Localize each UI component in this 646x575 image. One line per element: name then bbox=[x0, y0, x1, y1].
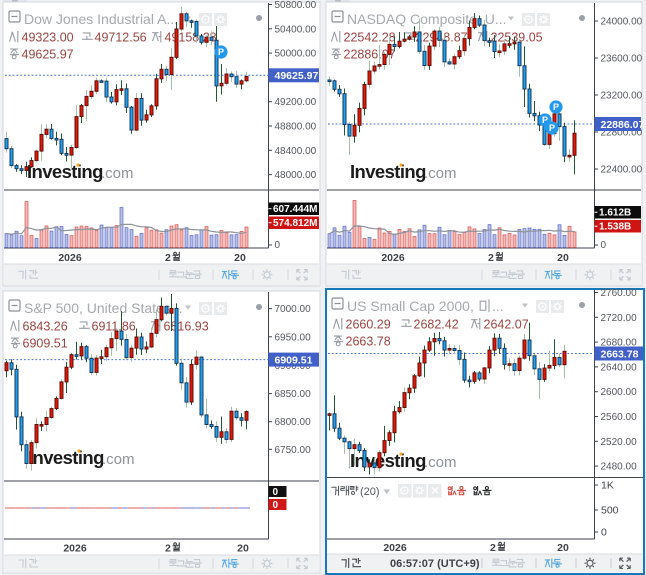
svg-text:0: 0 bbox=[601, 240, 607, 251]
svg-text:2720.00: 2720.00 bbox=[601, 313, 638, 324]
svg-text:2: 2 bbox=[488, 252, 494, 264]
svg-text:48000.00: 48000.00 bbox=[275, 170, 317, 181]
svg-text:49323.00: 49323.00 bbox=[22, 31, 74, 45]
svg-text:P: P bbox=[549, 123, 555, 133]
svg-text:49200.00: 49200.00 bbox=[275, 97, 317, 108]
svg-text:2026: 2026 bbox=[381, 252, 405, 264]
svg-text:22886.07: 22886.07 bbox=[601, 119, 645, 131]
svg-text:US Small Cap 2000,: US Small Cap 2000, bbox=[347, 298, 474, 314]
svg-text:6750.00: 6750.00 bbox=[275, 445, 312, 456]
svg-text:P: P bbox=[218, 47, 224, 57]
svg-text:20: 20 bbox=[557, 252, 569, 264]
svg-text:1K: 1K bbox=[601, 480, 614, 492]
svg-text:.com: .com bbox=[424, 454, 457, 471]
svg-text:1.612B: 1.612B bbox=[599, 208, 631, 219]
svg-text:2560.00: 2560.00 bbox=[601, 412, 638, 423]
svg-text:.com: .com bbox=[101, 165, 134, 182]
svg-text:2: 2 bbox=[165, 252, 171, 264]
svg-text:2026: 2026 bbox=[58, 252, 82, 264]
svg-text:20: 20 bbox=[237, 543, 249, 555]
svg-text:48400.00: 48400.00 bbox=[275, 146, 317, 157]
svg-text:0: 0 bbox=[275, 240, 281, 251]
svg-text:607.444M: 607.444M bbox=[273, 204, 317, 215]
svg-text:6843.26: 6843.26 bbox=[23, 320, 68, 334]
svg-text:500: 500 bbox=[601, 505, 619, 517]
svg-text:20: 20 bbox=[557, 542, 569, 554]
svg-text:NASDAQ Composite, U...: NASDAQ Composite, U... bbox=[347, 11, 507, 27]
svg-text:6850.00: 6850.00 bbox=[275, 389, 312, 400]
svg-text:22948.87: 22948.87 bbox=[416, 31, 468, 45]
svg-text:6816.93: 6816.93 bbox=[164, 320, 209, 334]
svg-text:2520.00: 2520.00 bbox=[601, 437, 638, 448]
svg-text:49625.97: 49625.97 bbox=[275, 70, 319, 82]
svg-text:22800.00: 22800.00 bbox=[601, 128, 643, 139]
svg-text:Investing: Investing bbox=[28, 447, 104, 468]
svg-text:2640.00: 2640.00 bbox=[601, 362, 638, 373]
svg-text:Dow Jones Industrial A...: Dow Jones Industrial A... bbox=[24, 11, 178, 27]
svg-text:Investing: Investing bbox=[350, 450, 426, 471]
svg-text:2680.00: 2680.00 bbox=[601, 338, 638, 349]
svg-text:574.812M: 574.812M bbox=[273, 218, 317, 229]
svg-text:2682.42: 2682.42 bbox=[414, 318, 459, 332]
svg-text:2: 2 bbox=[490, 542, 496, 554]
svg-text:49625.97: 49625.97 bbox=[22, 48, 74, 62]
svg-text:24000.00: 24000.00 bbox=[601, 17, 643, 28]
svg-text:22542.28: 22542.28 bbox=[344, 31, 396, 45]
svg-text:2480.00: 2480.00 bbox=[601, 462, 638, 473]
svg-text:2663.78: 2663.78 bbox=[601, 348, 639, 360]
svg-text:22539.05: 22539.05 bbox=[491, 31, 543, 45]
svg-text:2642.07: 2642.07 bbox=[484, 318, 529, 332]
svg-text:6911.86: 6911.86 bbox=[92, 320, 136, 334]
svg-text:.com: .com bbox=[424, 165, 457, 182]
svg-text:20: 20 bbox=[234, 252, 246, 264]
svg-text:06:57:07 (UTC+9): 06:57:07 (UTC+9) bbox=[390, 558, 480, 570]
svg-text:2026: 2026 bbox=[383, 542, 407, 554]
svg-text:2026: 2026 bbox=[63, 543, 87, 555]
svg-text:2760.00: 2760.00 bbox=[601, 288, 638, 299]
svg-text:49158.28: 49158.28 bbox=[165, 31, 217, 45]
svg-text:49712.56: 49712.56 bbox=[95, 31, 147, 45]
svg-text:2660.29: 2660.29 bbox=[346, 318, 391, 332]
svg-text:48800.00: 48800.00 bbox=[275, 122, 317, 133]
svg-text:P: P bbox=[553, 102, 559, 112]
svg-text:50000.00: 50000.00 bbox=[275, 49, 317, 60]
svg-text:...: ... bbox=[492, 298, 504, 314]
svg-text:1.538B: 1.538B bbox=[599, 222, 631, 233]
svg-text:7000.00: 7000.00 bbox=[275, 304, 312, 315]
svg-text:6909.51: 6909.51 bbox=[23, 337, 68, 351]
svg-text:S&P 500, United States...: S&P 500, United States... bbox=[24, 300, 183, 316]
svg-text:.com: .com bbox=[102, 451, 135, 468]
svg-text:(20): (20) bbox=[360, 486, 380, 498]
svg-text:6950.00: 6950.00 bbox=[275, 332, 312, 343]
svg-text:Investing: Investing bbox=[27, 161, 103, 182]
svg-text:50400.00: 50400.00 bbox=[275, 24, 317, 35]
svg-text:2600.00: 2600.00 bbox=[601, 387, 638, 398]
svg-text:6909.51: 6909.51 bbox=[275, 354, 313, 366]
svg-text:23600.00: 23600.00 bbox=[601, 54, 643, 65]
svg-text:P: P bbox=[542, 115, 548, 125]
svg-text:0: 0 bbox=[601, 527, 607, 539]
svg-text:0: 0 bbox=[273, 487, 279, 498]
svg-text:22400.00: 22400.00 bbox=[601, 165, 643, 176]
svg-text:50800.00: 50800.00 bbox=[275, 0, 317, 11]
svg-text:2663.78: 2663.78 bbox=[346, 335, 391, 349]
svg-text:2: 2 bbox=[165, 543, 171, 555]
svg-text:23200.00: 23200.00 bbox=[601, 91, 643, 102]
svg-text:6800.00: 6800.00 bbox=[275, 417, 312, 428]
svg-text:Investing: Investing bbox=[350, 161, 426, 182]
svg-text:0: 0 bbox=[273, 500, 279, 511]
